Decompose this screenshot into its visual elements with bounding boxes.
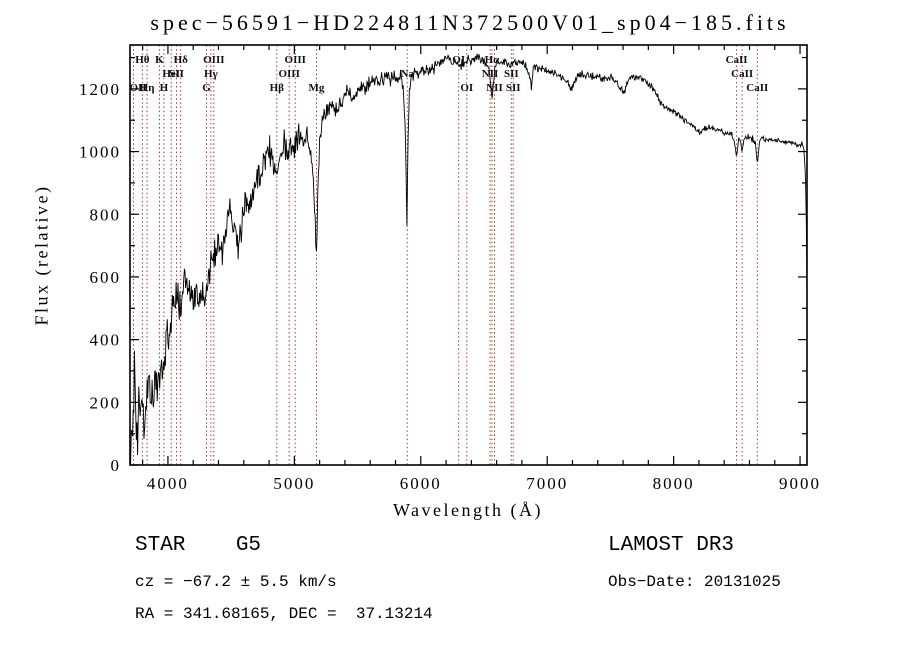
spectral-line-label: Hβ	[270, 82, 285, 94]
survey-text: LAMOST DR3	[608, 534, 735, 557]
spectral-line-label: CaII	[726, 54, 748, 66]
spectral-line-label: HeI	[162, 68, 180, 80]
spectral-line-label: SII	[506, 82, 521, 94]
spectral-line-label: NII	[482, 68, 499, 80]
spectral-line-label: CaII	[746, 82, 768, 94]
x-tick-label: 6000	[400, 474, 442, 493]
obs-date-text: Obs−Date: 20131025	[608, 573, 781, 591]
spectral-line-label: OIII	[203, 54, 224, 66]
spectral-line-label: SII	[169, 68, 184, 80]
spectral-line-label: Na	[401, 68, 415, 80]
x-tick-label: 4000	[147, 474, 189, 493]
y-tick-label: 1000	[79, 143, 121, 162]
cz-text: cz = −67.2 ± 5.5 km/s	[135, 573, 337, 591]
spectral-line-label: OI	[452, 54, 465, 66]
spectral-line-label: SII	[504, 68, 519, 80]
spectrum-trace	[130, 53, 808, 465]
y-tick-label: 600	[90, 268, 122, 287]
y-tick-label: 0	[111, 456, 122, 475]
spectral-line-label: NII	[486, 82, 503, 94]
spectral-line-label: Hα	[485, 54, 501, 66]
y-axis-label: Flux (relative)	[31, 184, 52, 326]
spectral-line-label: K	[155, 54, 164, 66]
y-tick-label: 200	[90, 393, 122, 412]
spectral-line-label: OII	[129, 82, 146, 94]
spectral-line-label: OIII	[278, 68, 299, 80]
y-tick-label: 800	[90, 205, 122, 224]
y-tick-label: 400	[90, 331, 122, 350]
spectral-line-label: Hθ	[135, 54, 150, 66]
plot-title: spec−56591−HD224811N372500V01_sp04−185.f…	[150, 10, 790, 35]
spectral-line-label: Hγ	[204, 68, 218, 80]
axes-box	[129, 44, 808, 466]
spectral-line-label: CaII	[731, 68, 753, 80]
x-tick-label: 8000	[653, 474, 695, 493]
x-tick-label: 5000	[273, 474, 315, 493]
x-tick-label: 9000	[779, 474, 821, 493]
star-class-text: STAR G5	[135, 534, 262, 557]
spectral-line-label: Hη	[140, 82, 155, 94]
y-tick-label: 1200	[79, 80, 121, 99]
spectral-line-label: Mg	[309, 82, 325, 94]
spectral-line-label: OIII	[285, 54, 306, 66]
radec-text: RA = 341.68165, DEC = 37.13214	[135, 605, 433, 623]
spectral-line-label: OI	[460, 82, 473, 94]
spectral-line-label: G	[202, 82, 211, 94]
x-tick-label: 7000	[526, 474, 568, 493]
x-axis-label: Wavelength (Å)	[392, 500, 544, 520]
spectral-line-label: Hδ	[174, 54, 189, 66]
spectral-line-label: H	[160, 82, 169, 94]
